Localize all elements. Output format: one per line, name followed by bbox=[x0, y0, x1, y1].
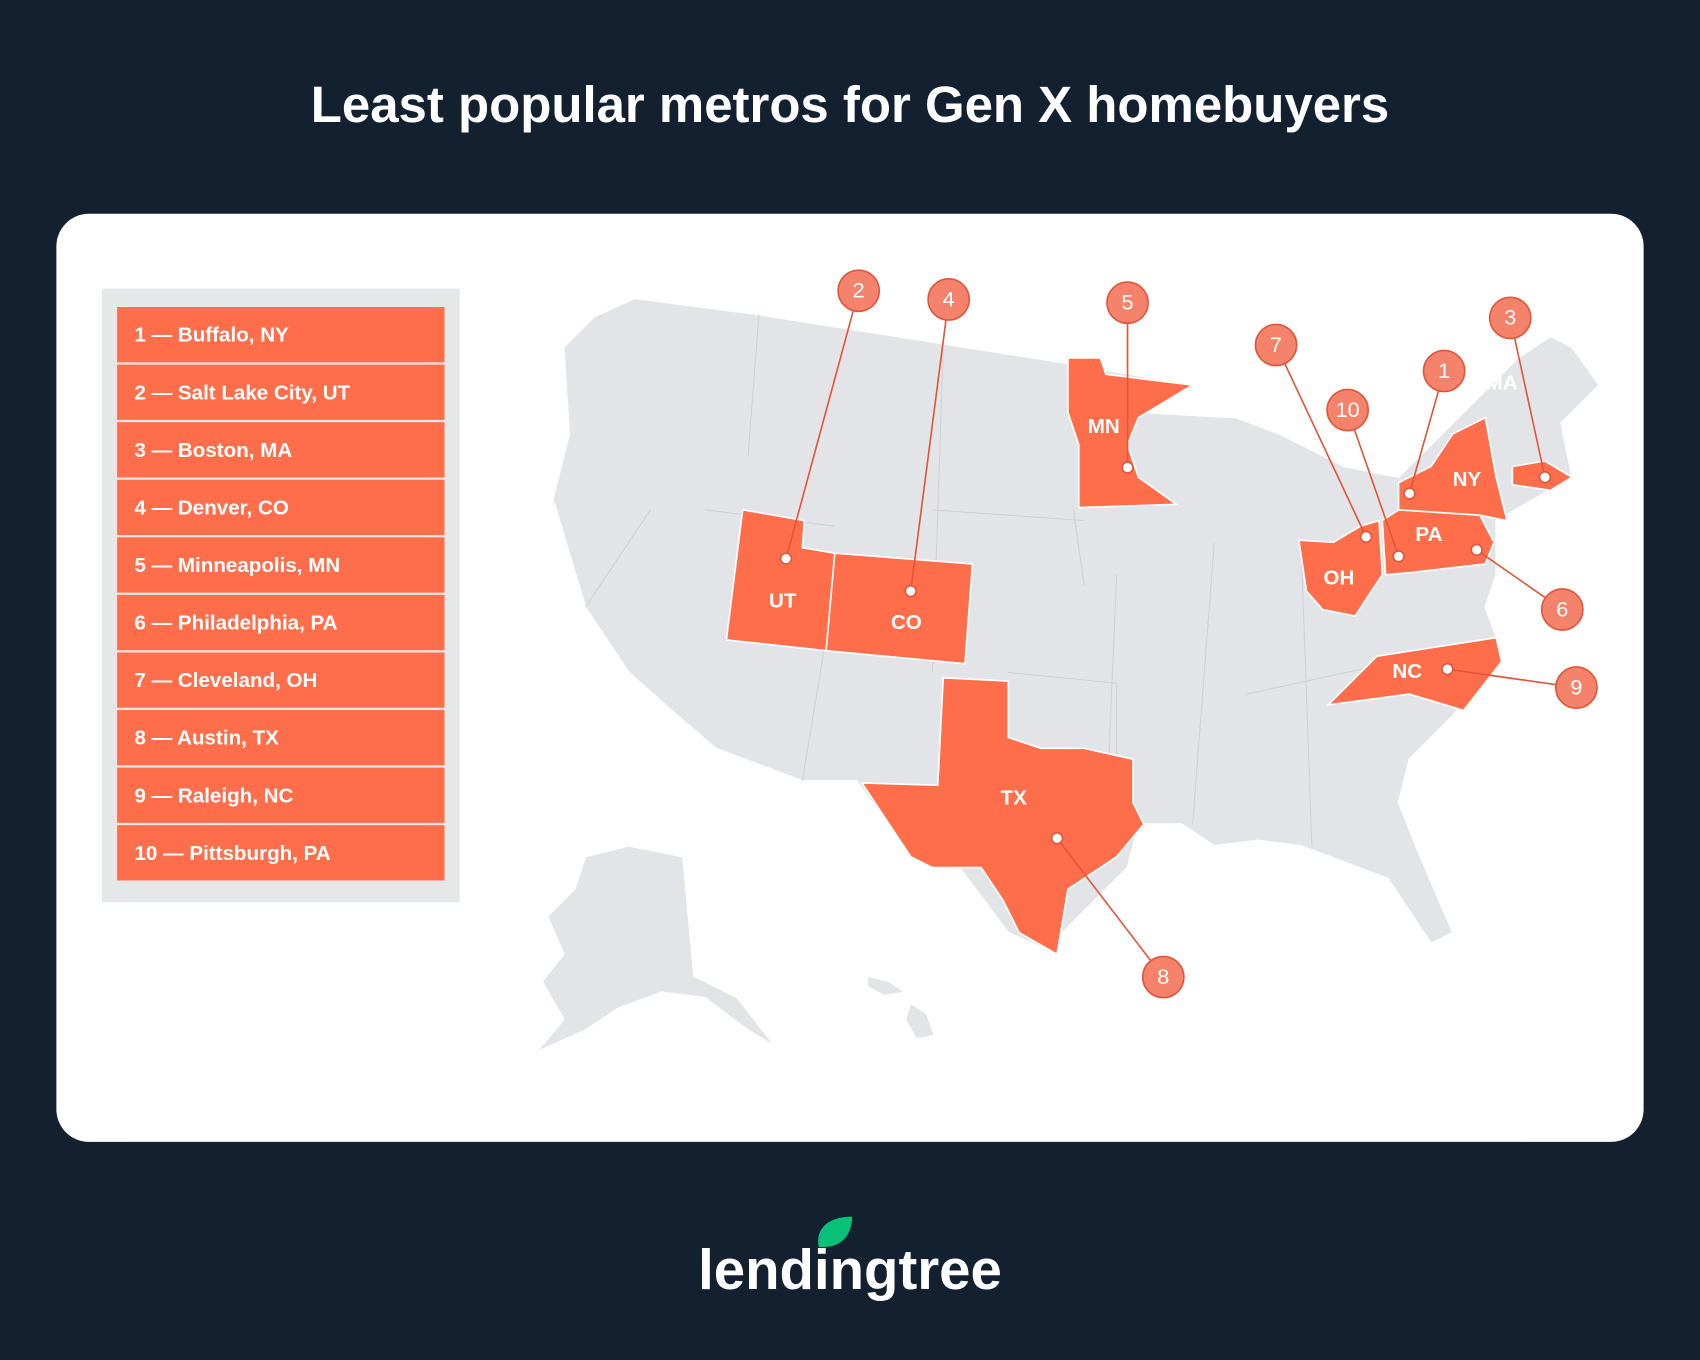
marker-badge bbox=[1488, 296, 1532, 340]
marker-number: 5 bbox=[1122, 290, 1134, 315]
state-shape bbox=[825, 552, 974, 665]
markers: 1 2 3 4 5 6 7 8 9 10 bbox=[779, 269, 1598, 999]
logo-leaf bbox=[818, 1216, 853, 1248]
marker-dot bbox=[1403, 487, 1416, 500]
hawaii-small bbox=[866, 974, 908, 997]
marker-dot bbox=[1441, 662, 1454, 676]
ranking-list: 1 — Buffalo, NY 2 — Salt Lake City, UT 3 —… bbox=[117, 307, 445, 881]
state-shape bbox=[1297, 519, 1384, 617]
list-row bbox=[117, 652, 445, 708]
list-row bbox=[117, 307, 445, 363]
marker-number: 8 bbox=[1157, 964, 1169, 989]
state-label: NC bbox=[1392, 660, 1422, 683]
marker-number: 6 bbox=[1556, 596, 1568, 621]
state-shape bbox=[1067, 357, 1196, 509]
list-row bbox=[117, 364, 445, 420]
marker-number: 7 bbox=[1270, 332, 1282, 357]
list-item: 2 — Salt Lake City, UT bbox=[134, 381, 350, 404]
state-shape bbox=[1325, 636, 1503, 712]
leader-line bbox=[1056, 837, 1164, 978]
marker-number: 1 bbox=[1438, 358, 1450, 383]
list-item: 4 — Denver, CO bbox=[134, 496, 288, 519]
hawaii bbox=[904, 1001, 936, 1040]
title: Least popular metros for Gen X homebuyer… bbox=[311, 76, 1389, 133]
marker-number: 3 bbox=[1504, 305, 1516, 330]
state-label: MA bbox=[1486, 371, 1518, 394]
state-label: PA bbox=[1415, 523, 1442, 546]
marker-number: 10 bbox=[1336, 397, 1360, 422]
list-item: 8 — Austin, TX bbox=[134, 727, 279, 750]
marker-badge bbox=[1141, 955, 1185, 999]
leader-line bbox=[1447, 668, 1577, 689]
marker-dot bbox=[1121, 461, 1134, 474]
list-row bbox=[117, 710, 445, 766]
list-row bbox=[117, 479, 445, 536]
state-label: MN bbox=[1088, 415, 1120, 438]
state-label: TX bbox=[1001, 787, 1028, 810]
list-row bbox=[117, 767, 445, 823]
leader-line bbox=[909, 299, 950, 592]
marker-badge bbox=[1554, 666, 1598, 710]
marker-badge bbox=[1326, 388, 1370, 432]
alaska bbox=[536, 845, 776, 1053]
list-item: 6 — Philadelphia, PA bbox=[134, 612, 337, 635]
marker-badge bbox=[1254, 323, 1298, 367]
marker-number: 2 bbox=[853, 278, 865, 303]
list-item: 9 — Raleigh, NC bbox=[134, 784, 293, 807]
marker-dot bbox=[904, 584, 917, 598]
state-label: UT bbox=[769, 589, 797, 612]
leader-line bbox=[785, 290, 860, 559]
marker-badge bbox=[1106, 281, 1149, 325]
list-item: 7 — Cleveland, OH bbox=[134, 669, 317, 692]
marker-dot bbox=[1359, 530, 1373, 544]
list-item: 3 — Boston, MA bbox=[134, 439, 292, 462]
list-row bbox=[117, 537, 445, 593]
marker-dot bbox=[1470, 543, 1483, 557]
us-map bbox=[536, 297, 1601, 1053]
leader-line bbox=[1275, 344, 1367, 538]
list-item: 5 — Minneapolis, MN bbox=[134, 554, 340, 577]
state-shape bbox=[860, 676, 1145, 956]
state-label: NY bbox=[1453, 468, 1482, 491]
marker-badge bbox=[927, 278, 971, 321]
leader-line bbox=[1346, 409, 1400, 557]
marker-badge bbox=[1540, 588, 1584, 631]
list-row bbox=[117, 594, 445, 651]
list-row bbox=[117, 422, 445, 478]
list-item: 1 — Buffalo, NY bbox=[134, 324, 289, 347]
marker-dot bbox=[779, 552, 793, 565]
leader-line bbox=[1509, 317, 1546, 478]
marker-dot bbox=[1538, 471, 1552, 484]
state-label: CO bbox=[891, 611, 922, 634]
marker-badge bbox=[1422, 349, 1466, 393]
list-item: 10 — Pittsburgh, PA bbox=[134, 842, 330, 865]
marker-number: 4 bbox=[943, 286, 955, 311]
marker-badge bbox=[837, 269, 881, 313]
marker-dot bbox=[1050, 832, 1064, 845]
logo: lendingtree bbox=[698, 1238, 1002, 1301]
marker-number: 9 bbox=[1570, 674, 1582, 699]
state-label: OH bbox=[1324, 567, 1355, 590]
marker-dot bbox=[1392, 550, 1405, 563]
state-labels: UT CO MN OH PA NY MA NC TX bbox=[769, 371, 1518, 809]
list-row bbox=[117, 825, 445, 881]
highlighted-states bbox=[725, 357, 1574, 956]
